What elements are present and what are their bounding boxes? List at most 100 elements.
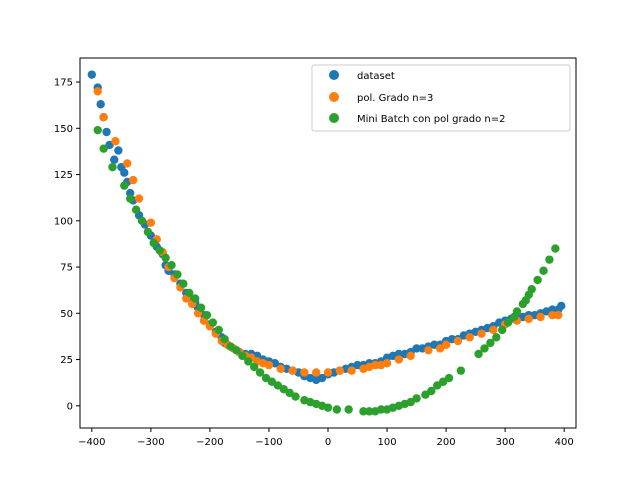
chart-marks — [87, 70, 566, 416]
data-point — [255, 368, 265, 377]
data-point — [120, 181, 129, 190]
y-axis: 0 25 50 75 100 125 150 175 — [54, 78, 80, 412]
y-tick-label: 0 — [67, 401, 73, 412]
legend-marker-pol-grado-3 — [329, 92, 339, 102]
data-point — [474, 349, 483, 359]
data-point — [323, 368, 333, 377]
data-point — [497, 325, 507, 335]
data-point — [111, 137, 120, 146]
y-tick-label: 50 — [60, 309, 73, 320]
data-point — [335, 366, 345, 375]
data-point — [288, 366, 297, 375]
data-point — [110, 155, 119, 164]
y-tick-label: 25 — [60, 355, 73, 366]
data-point — [332, 405, 342, 414]
data-point — [214, 325, 223, 335]
data-point — [167, 261, 176, 270]
data-point — [551, 244, 560, 253]
data-point — [99, 144, 108, 153]
data-point — [527, 285, 536, 294]
data-point — [486, 338, 495, 348]
legend-marker-dataset — [329, 70, 339, 80]
x-tick-label: −200 — [196, 437, 223, 448]
data-point — [412, 344, 421, 353]
data-point — [376, 405, 386, 414]
data-point — [465, 333, 474, 342]
data-point — [444, 373, 454, 383]
data-point — [179, 279, 188, 288]
data-point — [125, 194, 135, 203]
data-point — [453, 336, 463, 346]
data-point — [503, 318, 513, 327]
data-point — [190, 294, 200, 303]
legend-label-pol-grado-3: pol. Grado n=3 — [357, 93, 433, 104]
data-point — [146, 218, 156, 227]
data-point — [539, 266, 548, 275]
data-point — [131, 205, 141, 214]
data-point — [365, 407, 374, 416]
legend-label-mini-batch: Mini Batch con pol grado n=2 — [357, 114, 506, 125]
data-point — [323, 403, 333, 412]
data-point — [406, 351, 415, 361]
data-point — [512, 307, 522, 316]
data-point — [347, 366, 356, 375]
data-point — [427, 386, 436, 396]
data-point — [382, 359, 392, 368]
data-point — [524, 314, 533, 324]
data-point — [137, 216, 147, 225]
data-point — [99, 113, 108, 122]
data-point — [93, 125, 102, 135]
data-point — [480, 344, 489, 353]
x-tick-label: 0 — [325, 437, 331, 448]
x-tick-label: 100 — [378, 437, 397, 448]
x-tick-label: 300 — [496, 437, 515, 448]
y-tick-label: 150 — [54, 124, 73, 135]
data-point — [161, 253, 170, 262]
data-point — [123, 159, 132, 168]
data-point — [424, 346, 433, 355]
legend-label-dataset: dataset — [357, 71, 395, 82]
data-point — [108, 162, 117, 172]
data-point — [134, 194, 144, 203]
data-point — [536, 312, 545, 322]
data-point — [114, 146, 123, 155]
x-tick-label: −300 — [137, 437, 164, 448]
data-point — [492, 333, 501, 342]
x-tick-label: 400 — [555, 437, 574, 448]
data-point — [545, 255, 554, 264]
data-point — [143, 227, 153, 237]
legend-marker-mini-batch — [329, 113, 339, 123]
data-point — [554, 310, 563, 320]
legend: dataset pol. Grado n=3 Mini Batch con po… — [311, 64, 571, 132]
data-point — [208, 318, 218, 327]
data-point — [371, 360, 380, 370]
data-point — [232, 346, 241, 355]
series-2 — [93, 125, 560, 416]
data-point — [359, 407, 368, 416]
data-point — [394, 355, 404, 364]
x-tick-label: −400 — [78, 437, 105, 448]
data-point — [244, 357, 253, 366]
data-point — [557, 301, 566, 311]
data-point — [489, 325, 498, 335]
data-point — [276, 364, 285, 373]
data-point — [196, 303, 206, 312]
data-point — [344, 405, 353, 414]
data-point — [102, 127, 111, 137]
data-point — [311, 368, 321, 377]
y-tick-label: 100 — [54, 216, 73, 227]
y-tick-label: 175 — [54, 78, 73, 89]
y-tick-label: 125 — [54, 170, 73, 181]
y-tick-label: 75 — [60, 263, 73, 274]
x-axis: −400 −300 −200 −100 0 100 200 300 400 — [78, 428, 574, 448]
data-point — [291, 392, 300, 401]
data-point — [155, 246, 164, 255]
data-point — [220, 335, 229, 344]
data-point — [202, 310, 212, 320]
data-point — [412, 394, 421, 403]
data-point — [249, 362, 259, 372]
data-point — [96, 100, 105, 109]
data-point — [149, 238, 159, 248]
data-point — [238, 351, 247, 361]
